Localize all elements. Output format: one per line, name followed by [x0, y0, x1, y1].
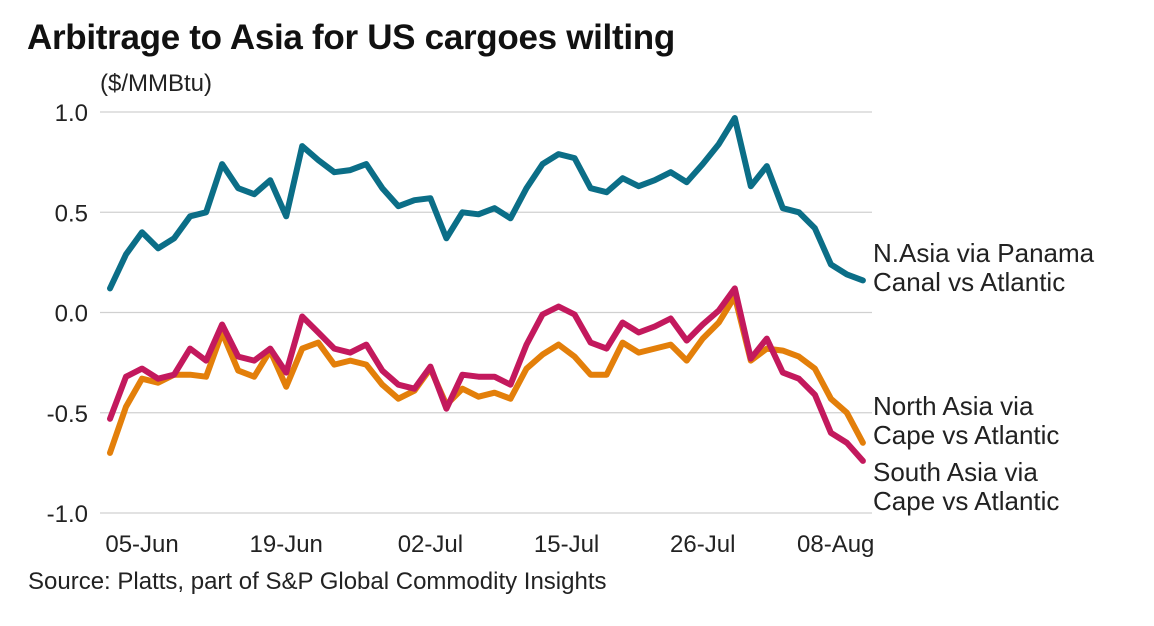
- series-line-2: [107, 285, 866, 464]
- series-lines: [107, 115, 866, 464]
- series-label: Cape vs Atlantic: [873, 420, 1059, 450]
- x-tick-label: 15-Jul: [534, 531, 599, 558]
- source-note: Source: Platts, part of S&P Global Commo…: [28, 568, 607, 595]
- y-axis-ticks: 1.0 0.5 0.0 -0.5 -1.0: [47, 100, 88, 528]
- y-tick-label: 0.5: [55, 200, 88, 227]
- y-tick-label: -0.5: [47, 401, 88, 428]
- series-label: Cape vs Atlantic: [873, 486, 1059, 516]
- series-line-0: [107, 115, 866, 292]
- y-tick-label: 1.0: [55, 100, 88, 127]
- series-label: Canal vs Atlantic: [873, 267, 1065, 297]
- x-axis-ticks: 05-Jun 19-Jun 02-Jul 15-Jul 26-Jul 08-Aug: [105, 531, 874, 558]
- chart-title: Arbitrage to Asia for US cargoes wilting: [27, 18, 675, 57]
- gridlines: [100, 111, 872, 514]
- x-tick-label: 02-Jul: [398, 531, 463, 558]
- series-label: North Asia via: [873, 391, 1034, 421]
- x-tick-label: 19-Jun: [250, 531, 323, 558]
- x-tick-label: 05-Jun: [105, 531, 178, 558]
- series-label: South Asia via: [873, 457, 1038, 487]
- y-axis-unit-label: ($/MMBtu): [100, 70, 213, 97]
- series-label: N.Asia via Panama: [873, 238, 1095, 268]
- y-tick-label: -1.0: [47, 501, 88, 528]
- x-tick-label: 08-Aug: [797, 531, 874, 558]
- x-tick-label: 26-Jul: [670, 531, 735, 558]
- y-tick-label: 0.0: [55, 301, 88, 328]
